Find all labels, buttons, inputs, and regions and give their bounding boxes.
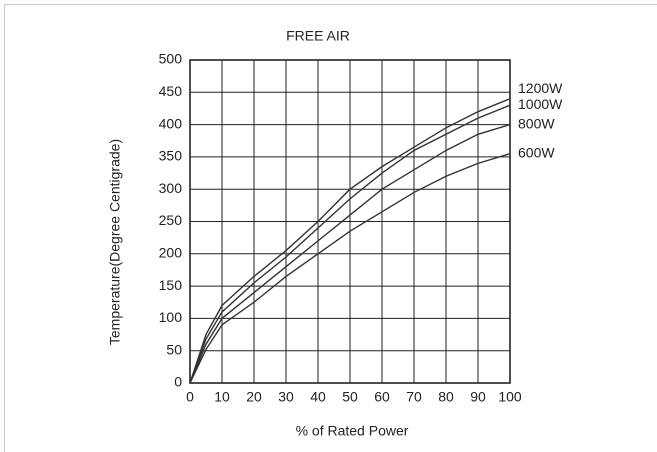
series-label: 1200W (518, 80, 563, 96)
frame (4, 4, 657, 452)
x-tick-label: 0 (186, 389, 194, 405)
y-tick-label: 350 (159, 148, 183, 164)
x-tick-label: 80 (438, 389, 454, 405)
x-tick-label: 100 (498, 389, 522, 405)
y-tick-label: 250 (159, 212, 183, 228)
line-series (189, 98, 511, 384)
series-label: 600W (518, 144, 555, 160)
y-tick-label: 100 (159, 309, 183, 325)
y-tick-label: 50 (166, 341, 182, 357)
y-tick-label: 500 (159, 51, 183, 67)
x-tick-label: 10 (214, 389, 230, 405)
line-series (189, 153, 511, 384)
y-tick-label: 0 (174, 374, 182, 390)
x-axis-label: % of Rated Power (296, 423, 409, 439)
x-tick-label: 70 (406, 389, 422, 405)
y-tick-label: 200 (159, 245, 183, 261)
line-series (189, 123, 511, 384)
series-label: 1000W (518, 96, 563, 112)
line-series (189, 104, 511, 384)
x-tick-label: 60 (374, 389, 390, 405)
x-tick-label: 40 (310, 389, 326, 405)
y-tick-label: 450 (159, 83, 183, 99)
x-tick-label: 20 (246, 389, 262, 405)
series-label: 800W (518, 115, 555, 131)
y-tick-label: 400 (159, 115, 183, 131)
x-tick-label: 50 (342, 389, 358, 405)
y-axis-label: Temperature(Degree Centigrade) (107, 139, 123, 345)
plot-border (189, 59, 511, 384)
x-tick-label: 90 (470, 389, 486, 405)
y-tick-label: 150 (159, 277, 183, 293)
x-tick-label: 30 (278, 389, 294, 405)
y-tick-label: 300 (159, 180, 183, 196)
chart-title: FREE AIR (286, 28, 350, 44)
